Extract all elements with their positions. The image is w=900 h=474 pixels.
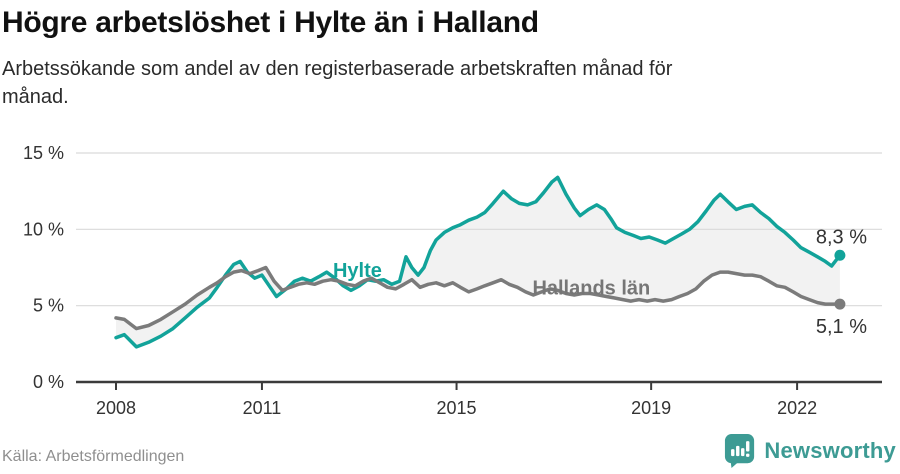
chart-title: Högre arbetslöshet i Hylte än i Halland [2, 6, 539, 39]
x-tick-label: 2015 [437, 398, 477, 418]
y-tick-label: 0 % [33, 372, 64, 392]
series-label-hylte: Hylte [333, 260, 382, 282]
end-value-label-hylte: 8,3 % [816, 226, 867, 248]
series-line-halland [114, 265, 842, 331]
chart-header: Högre arbetslöshet i Hylte än i Halland … [2, 0, 707, 112]
source-note: Källa: Arbetsförmedlingen [2, 448, 185, 465]
series-line-hylte [114, 175, 842, 349]
newsworthy-bars-icon [725, 434, 755, 468]
area-between-series [116, 177, 840, 347]
chart-subtitle: Arbetssökande som andel av den registerb… [2, 58, 673, 109]
y-tick-label: 5 % [33, 296, 64, 316]
newsworthy-logo-text: Newsworthy [764, 438, 896, 463]
series-end-dot-halland [834, 298, 846, 310]
x-tick-label: 2022 [777, 398, 817, 418]
x-tick-label: 2019 [631, 398, 671, 418]
newsworthy-logo: Newsworthy [724, 433, 896, 469]
x-tick-label: 2011 [243, 398, 282, 418]
x-tick-label: 2008 [96, 398, 136, 418]
end-value-label-halland: 5,1 % [816, 316, 867, 338]
series-end-dot-hylte [834, 249, 846, 261]
series-label-halland: Hallands län [532, 277, 650, 299]
y-tick-label: 15 % [23, 143, 64, 163]
y-tick-label: 10 % [23, 219, 64, 239]
